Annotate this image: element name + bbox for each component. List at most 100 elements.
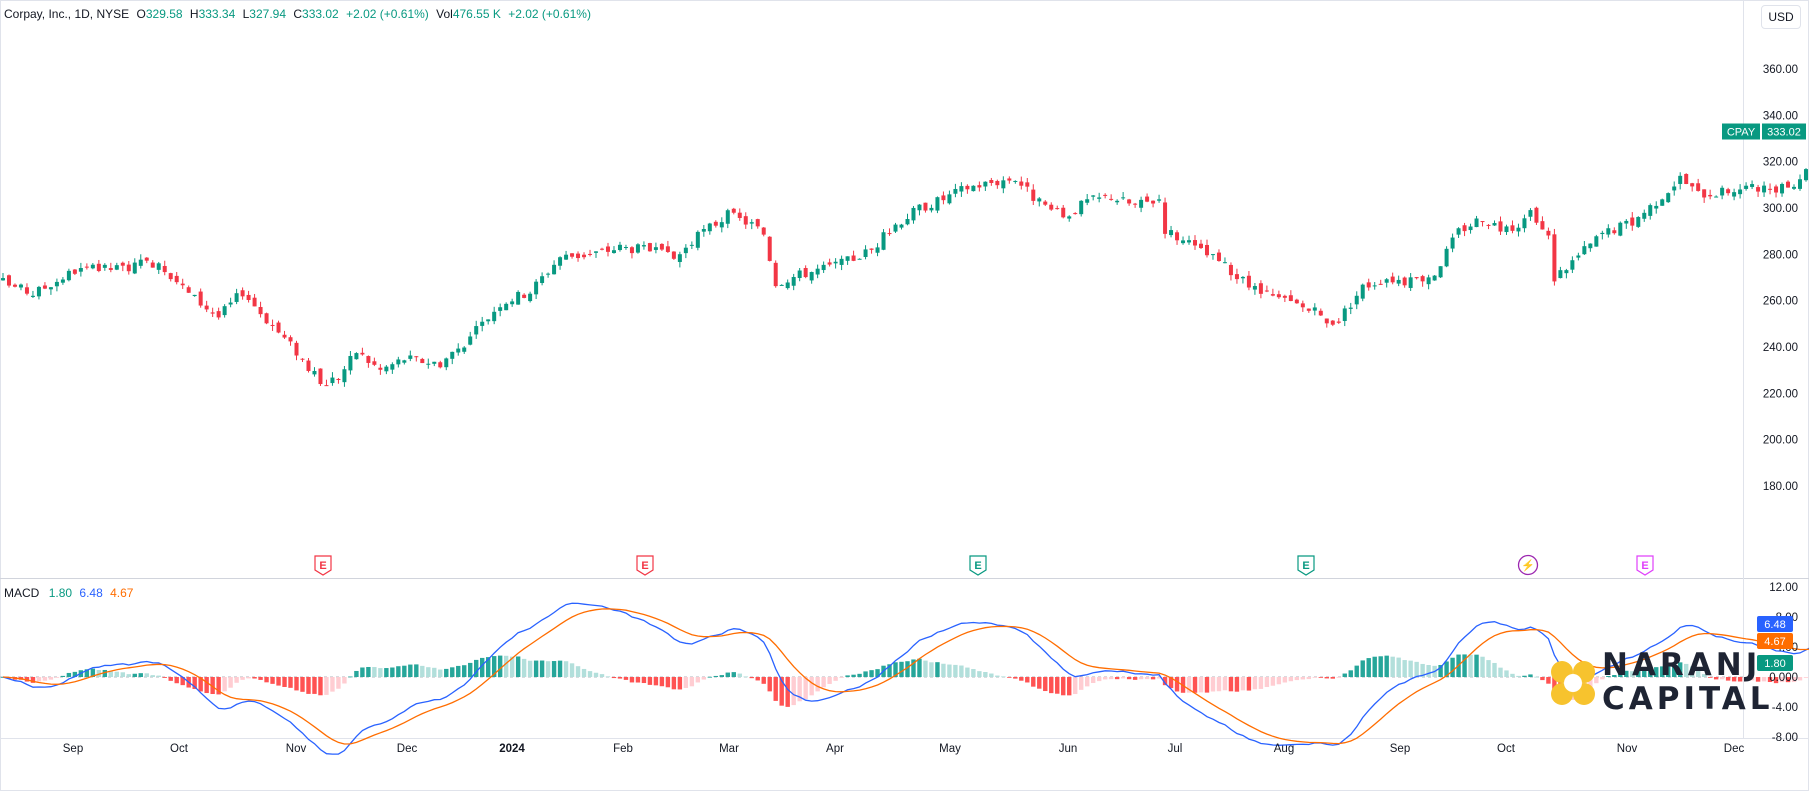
candle[interactable] (719, 217, 724, 233)
candle[interactable] (995, 179, 1000, 189)
candle[interactable] (965, 184, 970, 194)
candle[interactable] (390, 362, 395, 374)
candle[interactable] (480, 316, 485, 332)
earnings-marker-icon[interactable]: E (636, 555, 654, 576)
candle[interactable] (1306, 308, 1311, 313)
earnings-marker-icon[interactable]: E (1636, 555, 1654, 576)
candle[interactable] (671, 251, 676, 260)
candle[interactable] (977, 181, 982, 192)
candle[interactable] (1426, 274, 1431, 290)
candle[interactable] (743, 212, 748, 229)
candle[interactable] (737, 208, 742, 221)
candle[interactable] (294, 340, 299, 361)
candle[interactable] (1378, 279, 1383, 285)
candle[interactable] (102, 263, 107, 271)
candle[interactable] (522, 293, 527, 299)
candle[interactable] (827, 258, 832, 267)
candle[interactable] (366, 355, 371, 368)
candle[interactable] (1288, 290, 1293, 302)
candle[interactable] (468, 331, 473, 346)
candle[interactable] (534, 279, 539, 300)
candle[interactable] (432, 361, 437, 367)
candle[interactable] (228, 297, 233, 308)
candle[interactable] (1480, 221, 1485, 227)
candle[interactable] (24, 283, 29, 296)
candle[interactable] (288, 335, 293, 346)
candle[interactable] (947, 190, 952, 205)
candle[interactable] (1258, 280, 1263, 299)
candle[interactable] (653, 242, 658, 254)
candle[interactable] (1546, 227, 1551, 240)
candle[interactable] (132, 258, 137, 275)
candle[interactable] (570, 253, 575, 259)
candle[interactable] (1684, 173, 1689, 185)
candle[interactable] (1738, 184, 1743, 199)
candle[interactable] (1061, 204, 1066, 219)
currency-button[interactable]: USD (1761, 5, 1801, 29)
candle[interactable] (863, 245, 868, 260)
candle[interactable] (12, 283, 17, 288)
candle[interactable] (1, 272, 5, 281)
candle[interactable] (1127, 198, 1132, 206)
candle[interactable] (510, 298, 515, 307)
candle[interactable] (1798, 174, 1802, 191)
candle[interactable] (953, 183, 958, 198)
candle[interactable] (629, 246, 634, 259)
candle[interactable] (168, 272, 173, 282)
candle[interactable] (186, 285, 191, 293)
earnings-marker-icon[interactable]: E (969, 555, 987, 576)
candle[interactable] (785, 279, 790, 290)
candle[interactable] (1366, 278, 1371, 291)
candle[interactable] (72, 269, 77, 276)
candle[interactable] (426, 358, 431, 369)
candle[interactable] (809, 271, 814, 284)
candle[interactable] (450, 351, 455, 365)
candle[interactable] (1492, 220, 1497, 226)
candle[interactable] (1181, 236, 1186, 245)
candle[interactable] (1228, 262, 1233, 281)
candle[interactable] (318, 368, 323, 387)
candle[interactable] (1462, 222, 1467, 237)
candle[interactable] (1540, 216, 1545, 230)
candle[interactable] (1300, 300, 1305, 312)
candle[interactable] (1558, 266, 1563, 279)
candle[interactable] (360, 347, 365, 356)
candle[interactable] (276, 320, 281, 334)
candle[interactable] (1762, 181, 1767, 197)
candle[interactable] (1372, 281, 1377, 290)
candle[interactable] (1630, 212, 1635, 231)
candle[interactable] (1276, 290, 1281, 299)
candle[interactable] (1055, 205, 1060, 210)
candle[interactable] (1768, 183, 1773, 195)
candle[interactable] (749, 219, 754, 230)
candle[interactable] (1342, 305, 1347, 327)
candle[interactable] (414, 356, 419, 362)
candle[interactable] (492, 306, 497, 325)
candle[interactable] (84, 263, 89, 270)
candle[interactable] (516, 290, 521, 305)
candle[interactable] (647, 242, 652, 252)
candle[interactable] (1444, 246, 1449, 268)
candle[interactable] (959, 182, 964, 197)
candle[interactable] (378, 364, 383, 375)
candle[interactable] (659, 243, 664, 251)
macd-pane[interactable] (0, 602, 1809, 755)
candle[interactable] (1163, 197, 1168, 239)
candle[interactable] (144, 257, 149, 264)
candle[interactable] (1115, 199, 1120, 205)
candle[interactable] (240, 287, 245, 300)
candle[interactable] (917, 204, 922, 216)
candle[interactable] (210, 307, 215, 317)
candle[interactable] (18, 283, 23, 291)
candle[interactable] (156, 261, 161, 274)
candle[interactable] (408, 350, 413, 362)
candle[interactable] (420, 357, 425, 364)
candle[interactable] (192, 294, 197, 297)
candle[interactable] (1642, 209, 1647, 222)
candle[interactable] (1588, 243, 1593, 252)
candle[interactable] (1139, 196, 1144, 213)
earnings-marker-icon[interactable]: E (1297, 555, 1315, 576)
candle[interactable] (1744, 182, 1749, 191)
candle[interactable] (875, 243, 880, 257)
candle[interactable] (498, 303, 503, 317)
